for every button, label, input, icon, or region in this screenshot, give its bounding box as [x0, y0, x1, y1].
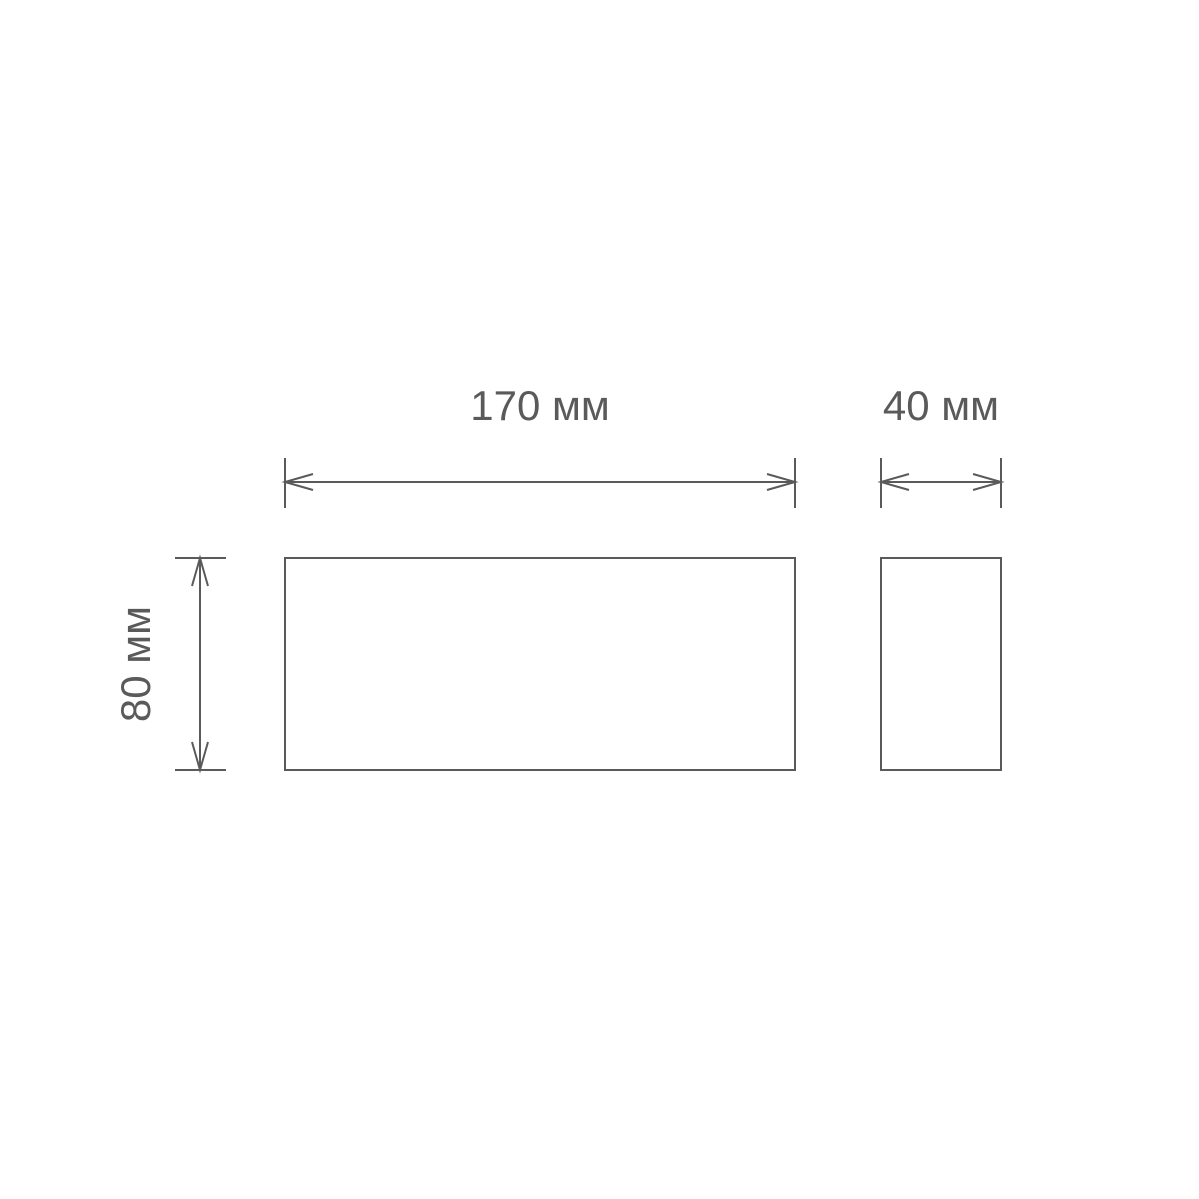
dim-width-label: 170 мм — [470, 382, 610, 429]
front-view-rect — [285, 558, 795, 770]
side-view-rect — [881, 558, 1001, 770]
dim-height-label: 80 мм — [112, 606, 159, 722]
dim-depth — [881, 458, 1001, 508]
dimension-diagram: 170 мм 40 мм 80 мм — [0, 0, 1199, 1199]
dim-height — [175, 558, 226, 770]
dim-depth-label: 40 мм — [883, 382, 999, 429]
dim-width — [285, 458, 795, 508]
